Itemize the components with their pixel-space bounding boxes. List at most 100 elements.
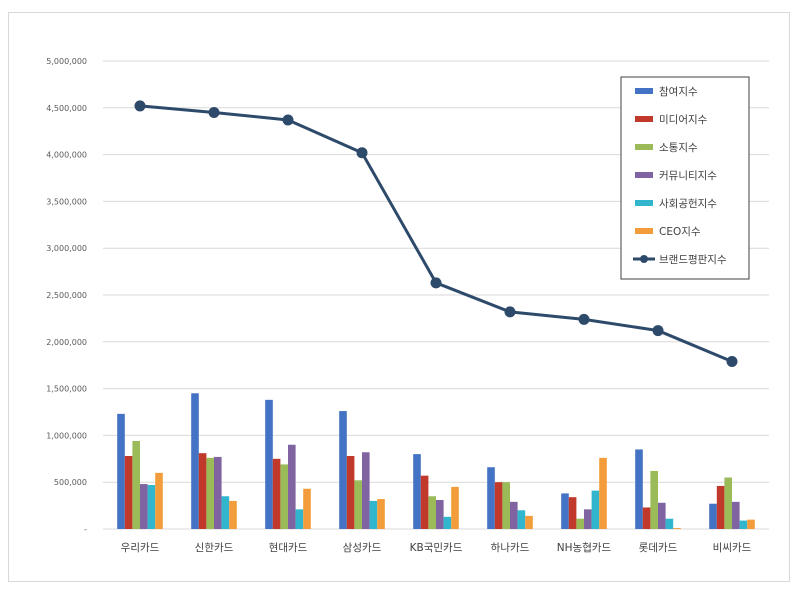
legend-swatch [635, 200, 653, 206]
bar [709, 503, 717, 529]
bar [599, 457, 607, 529]
x-tick-label: NH농협카드 [557, 541, 612, 554]
bar [642, 507, 651, 529]
y-tick-label: 3,500,000 [46, 197, 87, 206]
x-tick-label: KB국민카드 [410, 542, 463, 554]
legend-label: 소통지수 [659, 142, 698, 154]
line-point [430, 277, 442, 289]
x-tick-label: 현대카드 [269, 542, 308, 554]
y-tick-label: 4,000,000 [46, 151, 87, 160]
bar [280, 464, 288, 529]
legend-label: 사회공헌지수 [659, 198, 717, 210]
bar [346, 455, 355, 529]
bar [229, 500, 237, 529]
y-tick-label: 2,000,000 [46, 338, 87, 347]
bar [117, 413, 125, 529]
y-tick-label: 500,000 [54, 478, 87, 487]
bar [124, 455, 133, 529]
bar [420, 475, 429, 529]
legend-swatch [635, 116, 653, 122]
legend-swatch [635, 228, 653, 234]
bar [436, 499, 444, 529]
brand-index-line [134, 100, 738, 367]
x-tick-label: 삼성카드 [343, 542, 382, 554]
line-point [356, 147, 368, 159]
bar [561, 493, 569, 529]
bar [576, 518, 584, 529]
bar [510, 501, 518, 529]
bar [732, 501, 740, 529]
legend-label: CEO지수 [659, 226, 701, 238]
bar [265, 399, 273, 529]
line-point [504, 306, 516, 318]
bar [362, 452, 370, 529]
legend-label: 커뮤니티지수 [659, 170, 717, 182]
y-tick-label: 4,500,000 [46, 104, 87, 113]
legend-swatch [635, 144, 653, 150]
bar [451, 486, 459, 529]
bar [747, 519, 755, 529]
x-tick-label: 비씨카드 [713, 542, 752, 554]
y-tick-label: 3,000,000 [46, 244, 87, 253]
bar [132, 441, 140, 529]
bar [568, 497, 577, 529]
bar [369, 500, 378, 529]
bar [494, 482, 503, 529]
legend-label: 미디어지수 [659, 114, 708, 126]
bar [502, 482, 510, 529]
legend-label: 브랜드평판지수 [659, 254, 727, 266]
x-tick-label: 신한카드 [195, 542, 234, 554]
bar [517, 510, 526, 529]
line-point [134, 100, 146, 112]
bar [354, 480, 362, 529]
bar [591, 490, 600, 529]
line-point [726, 355, 738, 367]
bar [525, 515, 533, 529]
bar [206, 457, 214, 529]
bar [295, 509, 304, 529]
bar [272, 458, 281, 529]
line-point [282, 114, 294, 126]
line-point [652, 325, 664, 337]
y-tick-label: 2,500,000 [46, 291, 87, 300]
bar [724, 477, 732, 529]
bar [716, 485, 725, 529]
bar [584, 509, 592, 529]
legend-swatch [635, 172, 653, 178]
bar [665, 518, 674, 529]
bar [147, 485, 156, 529]
bar [191, 393, 199, 529]
bar [428, 496, 436, 529]
y-tick-label: 5,000,000 [46, 57, 87, 66]
y-axis-ticks: - 500,000 1,000,000 1,500,000 2,000,000 2,500… [46, 57, 87, 534]
chart-svg: - 500,000 1,000,000 1,500,000 2,000,000 2,500… [46, 57, 769, 554]
bar [140, 484, 148, 529]
y-tick-label: 1,000,000 [46, 431, 87, 440]
bar [635, 449, 643, 529]
x-axis-labels: 우리카드 신한카드 현대카드 삼성카드 KB국민카드 하나카드 NH농협카드 롯데카드 비씨카드 [121, 541, 752, 554]
x-tick-label: 하나카드 [491, 541, 530, 554]
legend-line-marker [640, 255, 648, 263]
bar [413, 454, 421, 529]
bars [117, 393, 755, 529]
line-point [208, 106, 220, 118]
x-tick-label: 우리카드 [121, 542, 160, 554]
bar [673, 528, 681, 529]
bar [650, 470, 658, 529]
bar [221, 496, 230, 529]
bar [377, 499, 385, 529]
legend-swatch [635, 88, 653, 94]
bar [739, 520, 748, 529]
line-point [578, 313, 590, 325]
bar [214, 456, 222, 529]
bar [487, 467, 495, 529]
bar [339, 411, 347, 529]
x-tick-label: 롯데카드 [639, 542, 678, 554]
legend-label: 참여지수 [659, 86, 698, 98]
bar [288, 444, 296, 529]
chart-frame: - 500,000 1,000,000 1,500,000 2,000,000 2,500… [8, 12, 790, 582]
y-tick-label: 1,500,000 [46, 385, 87, 394]
bar [443, 516, 452, 529]
bar [155, 472, 163, 529]
